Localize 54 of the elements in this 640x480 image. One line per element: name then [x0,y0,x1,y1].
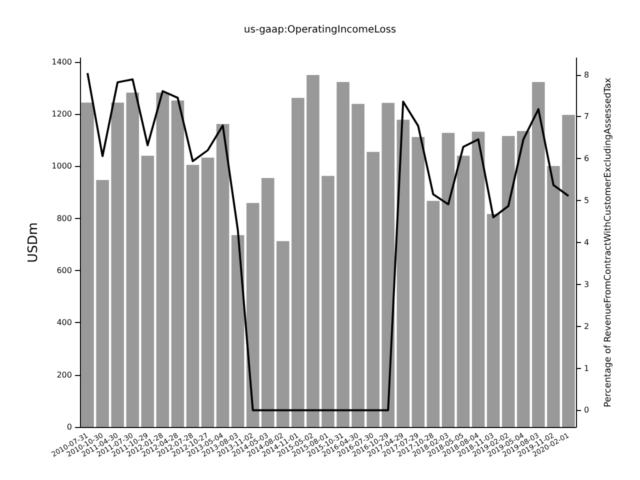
line-series [86,72,570,412]
bar [382,102,395,427]
bar [502,136,515,427]
bar [201,158,214,427]
bar [366,152,380,427]
bar [81,102,94,427]
bar [141,156,154,427]
bar [426,200,440,427]
y-tick-label: 1200 [52,110,72,119]
y2-tick-label: 4 [584,238,590,247]
y2-axis-title: Percentage of RevenueFromContractWithCustomerExcludingAssessedTax [604,77,614,408]
bar [156,92,170,427]
bar [126,92,139,427]
bar [456,156,470,427]
y2-tick-label: 2 [584,322,590,331]
bar [186,164,200,427]
y-tick-label: 0 [66,422,72,432]
y-tick-label: 200 [56,370,72,380]
y-tick-label: 800 [56,214,72,223]
bar [336,82,350,427]
bar [171,100,184,427]
y2-tick-label: 7 [584,112,590,122]
y-axis-title: USDm [26,222,41,263]
bar [216,124,230,427]
bar [352,104,364,427]
bar [472,132,485,427]
bar [517,131,530,427]
y2-tick-label: 8 [584,70,590,80]
bar [276,241,290,427]
y2-tick-label: 3 [584,280,590,289]
y-tick-label: 1400 [52,57,72,66]
bar [231,235,244,427]
bar [306,74,320,427]
bar [292,98,304,427]
y2-tick-label: 0 [584,406,590,415]
y2-tick-label: 1 [584,364,590,373]
bar [111,102,124,427]
y2-tick-label: 6 [584,154,590,164]
chart-title: us-gaap:OperatingIncomeLoss [244,24,396,36]
bar [547,166,560,427]
bar [532,82,545,427]
y-tick-label: 1000 [52,162,72,171]
bar [396,120,410,427]
bar [442,132,455,427]
y2-tick-label: 5 [584,196,590,206]
bar [486,214,500,427]
bar [412,137,425,427]
bar [322,176,334,427]
bar [562,114,575,427]
y-tick-label: 600 [56,266,72,276]
bar [96,180,109,427]
y-tick-label: 400 [56,318,72,328]
bar [261,178,274,427]
bar [246,202,260,427]
